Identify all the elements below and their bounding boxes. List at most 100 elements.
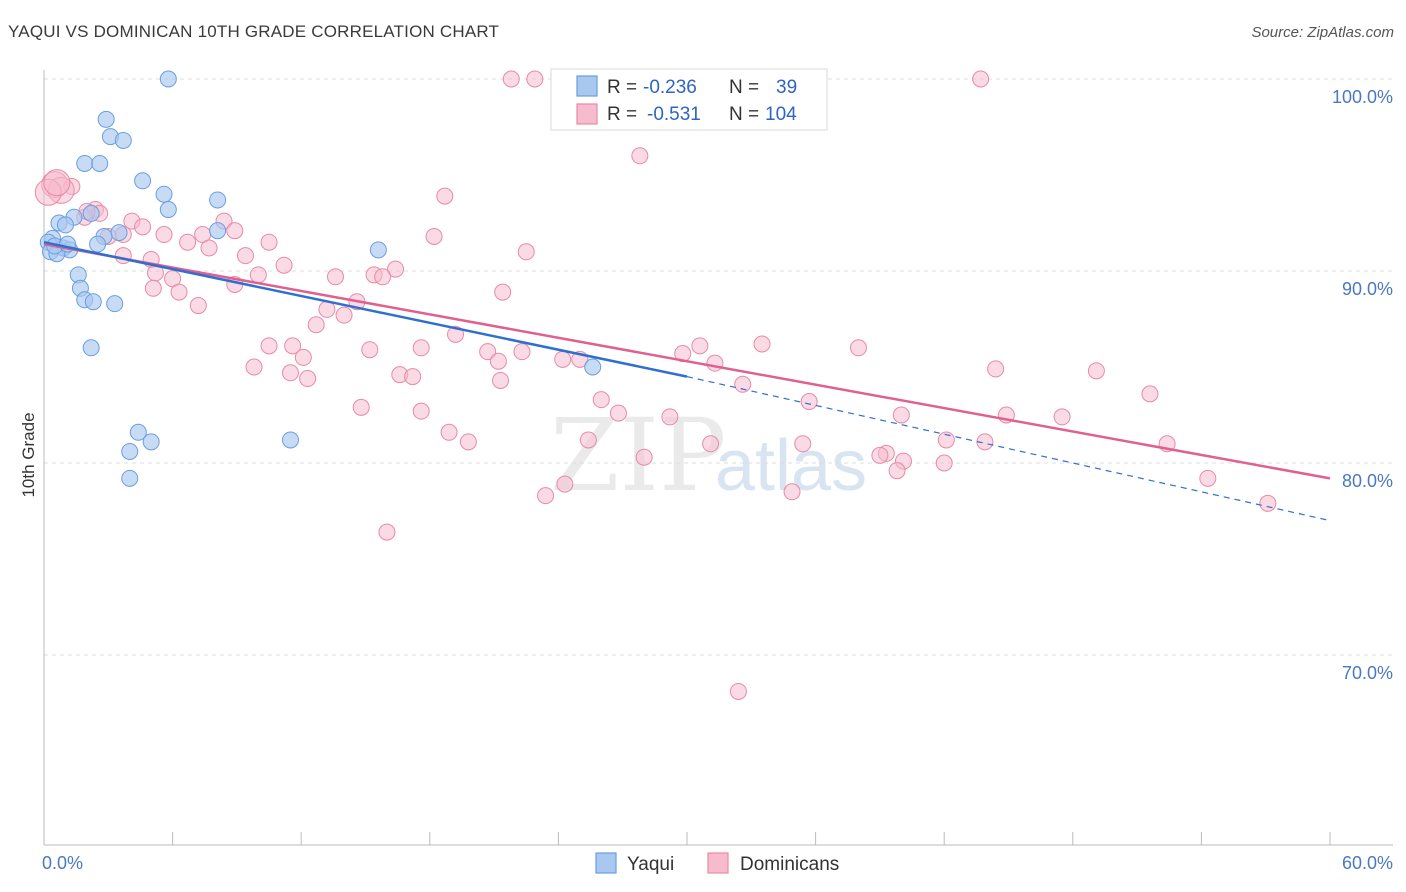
legend-r-value-dominicans: -0.531 (647, 104, 701, 125)
dominicans-point (489, 352, 507, 370)
dominicans-point (661, 408, 679, 426)
dominicans-point (526, 70, 544, 88)
dominicans-point (374, 268, 392, 286)
dominicans-point (517, 243, 535, 261)
dominicans-point (972, 70, 990, 88)
dominicans-point (479, 343, 497, 361)
yaqui-point (56, 216, 74, 234)
dominicans-point (849, 339, 867, 357)
dominicans-point (783, 483, 801, 501)
yaqui-point (76, 154, 94, 172)
dominicans-point (275, 256, 293, 274)
dominicans-point (537, 487, 555, 505)
dominicans-point (307, 316, 325, 334)
y-tick-label-90: 90.0% (1342, 279, 1393, 299)
dominicans-point (361, 341, 379, 359)
dominicans-point (114, 247, 132, 265)
dominicans-point (378, 523, 396, 541)
yaqui-point (89, 235, 107, 253)
legend-r-label-dominicans: R = (607, 104, 637, 125)
dominicans-points (34, 70, 1277, 700)
dominicans-point (447, 325, 465, 343)
dominicans-point (1053, 408, 1071, 426)
top-legend: R = -0.236 N = 39 R = -0.531 N = 104 (550, 68, 828, 131)
dominicans-point (281, 364, 299, 382)
y-tick-label-100: 100.0% (1332, 87, 1393, 107)
yaqui-point (129, 423, 147, 441)
yaqui-point (281, 431, 299, 449)
dominicans-point (189, 297, 207, 315)
dominicans-trend-line (43, 242, 1331, 480)
dominicans-point (592, 391, 610, 409)
dominicans-point (1141, 385, 1159, 403)
yaqui-point (369, 241, 387, 259)
dominicans-point (734, 375, 752, 393)
dominicans-point (494, 283, 512, 301)
dominicans-point (260, 337, 278, 355)
dominicans-point (249, 266, 267, 284)
yaqui-trend-line (43, 240, 688, 378)
dominicans-point (326, 268, 344, 286)
yaqui-point (106, 295, 124, 313)
dominicans-point (502, 70, 520, 88)
yaqui-point (97, 110, 115, 128)
dominicans-point (635, 448, 653, 466)
dominicans-point (631, 147, 649, 165)
dominicans-point (236, 247, 254, 265)
y-axis-label: 10th Grade (19, 412, 38, 497)
dominicans-point (200, 239, 218, 257)
dominicans-point (492, 371, 510, 389)
dominicans-point (155, 226, 173, 244)
yaqui-point (110, 224, 128, 242)
bottom-legend-swatch-dominicans (707, 852, 729, 874)
dominicans-point (179, 233, 197, 251)
yaqui-point (121, 442, 139, 460)
bottom-legend: Yaqui Dominicans (595, 852, 839, 875)
dominicans-point (753, 335, 771, 353)
legend-r-label-yaqui: R = (607, 77, 637, 98)
x-tick-label-max: 60.0% (1342, 853, 1393, 873)
axis-layer: 70.0% 80.0% 90.0% 100.0% (43, 70, 1393, 846)
y-tick-label-80: 80.0% (1342, 471, 1393, 491)
dominicans-point (556, 475, 574, 493)
yaqui-point (82, 204, 100, 222)
yaqui-point (114, 131, 132, 149)
yaqui-points (39, 70, 602, 487)
dominicans-point (425, 227, 443, 245)
legend-swatch-dominicans (576, 103, 598, 125)
legend-n-value-yaqui: 39 (776, 77, 797, 98)
dominicans-point (284, 337, 302, 355)
dominicans-point (691, 337, 709, 355)
y-tick-label-70: 70.0% (1342, 663, 1393, 683)
dominicans-point (729, 682, 747, 700)
dominicans-point (440, 423, 458, 441)
dominicans-point (294, 348, 312, 366)
dominicans-point (134, 218, 152, 236)
yaqui-point (134, 172, 152, 190)
dominicans-point (706, 354, 724, 372)
legend-n-label-dominicans: N = (729, 104, 759, 125)
dominicans-point (318, 300, 336, 318)
bottom-legend-swatch-yaqui (595, 852, 617, 874)
dominicans-point (352, 398, 370, 416)
dominicans-point (1087, 362, 1105, 380)
dominicans-point (226, 222, 244, 240)
dominicans-point (335, 306, 353, 324)
legend-n-label-yaqui: N = (729, 77, 759, 98)
yaqui-point (159, 70, 177, 88)
dominicans-point (245, 358, 263, 376)
dominicans-point (888, 462, 906, 480)
dominicans-point (554, 350, 572, 368)
dominicans-point (404, 368, 422, 386)
legend-n-value-dominicans: 104 (765, 104, 797, 125)
yaqui-point (84, 293, 102, 311)
dominicans-point (260, 233, 278, 251)
dominicans-point (412, 339, 430, 357)
dominicans-point (436, 187, 454, 205)
legend-r-value-yaqui: -0.236 (643, 77, 697, 98)
dominicans-point (702, 435, 720, 453)
dominicans-point (412, 402, 430, 420)
dominicans-point (513, 343, 531, 361)
yaqui-point (209, 191, 227, 209)
